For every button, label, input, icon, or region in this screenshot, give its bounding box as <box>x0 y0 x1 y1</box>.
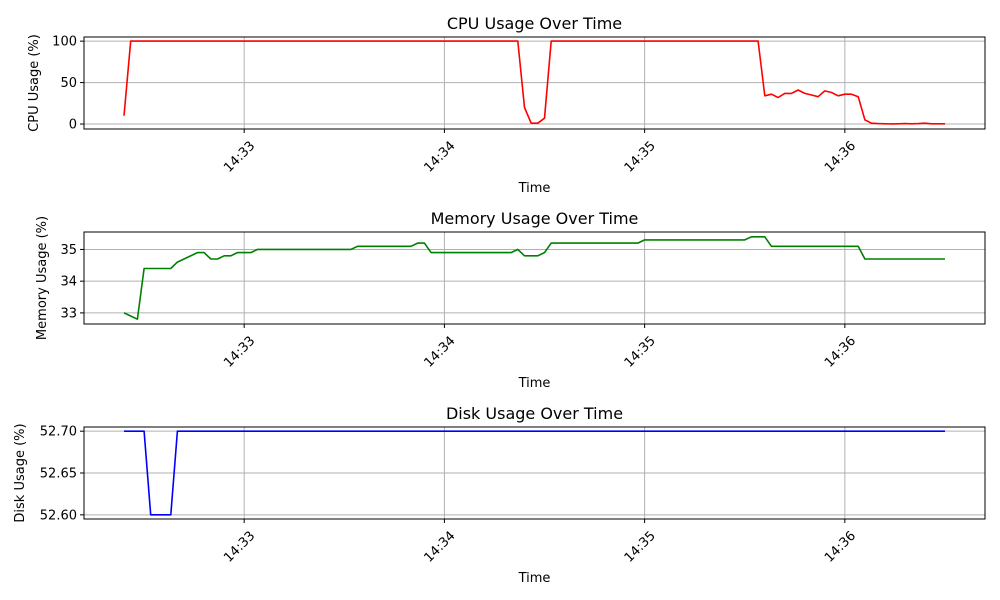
y-tick-label: 34 <box>60 275 77 290</box>
y-tick-label: 52.60 <box>40 508 77 523</box>
x-axis-label: Time <box>518 181 551 196</box>
y-axis-label: Memory Usage (%) <box>35 216 50 340</box>
y-tick-label: 52.65 <box>40 467 77 482</box>
x-tick-label: 14:36 <box>822 139 859 176</box>
x-tick-label: 14:36 <box>822 529 859 566</box>
x-tick-label: 14:35 <box>622 139 659 176</box>
y-tick-label: 0 <box>69 118 77 133</box>
x-tick-label: 14:33 <box>221 529 258 566</box>
x-axis-label: Time <box>518 376 551 391</box>
x-tick-label: 14:34 <box>421 334 458 371</box>
series-line <box>124 430 945 516</box>
x-axis-label: Time <box>518 571 551 586</box>
chart-title: Memory Usage Over Time <box>431 209 639 228</box>
plot-frame <box>83 231 986 325</box>
y-tick-label: 33 <box>60 306 77 321</box>
y-tick-label: 52.70 <box>40 425 77 440</box>
x-tick-label: 14:35 <box>622 529 659 566</box>
x-tick-label: 14:33 <box>221 139 258 176</box>
y-tick-label: 50 <box>60 76 77 91</box>
x-tick-label: 14:33 <box>221 334 258 371</box>
chart-title: Disk Usage Over Time <box>446 404 623 423</box>
y-axis-label: CPU Usage (%) <box>27 34 42 132</box>
x-tick-label: 14:35 <box>622 334 659 371</box>
y-tick-label: 100 <box>52 35 77 50</box>
y-tick-label: 35 <box>60 243 77 258</box>
x-tick-label: 14:36 <box>822 334 859 371</box>
x-tick-label: 14:34 <box>421 139 458 176</box>
x-tick-label: 14:34 <box>421 529 458 566</box>
y-axis-label: Disk Usage (%) <box>13 423 28 522</box>
series-line <box>123 40 945 125</box>
series-line <box>123 236 945 321</box>
chart-title: CPU Usage Over Time <box>447 14 622 33</box>
